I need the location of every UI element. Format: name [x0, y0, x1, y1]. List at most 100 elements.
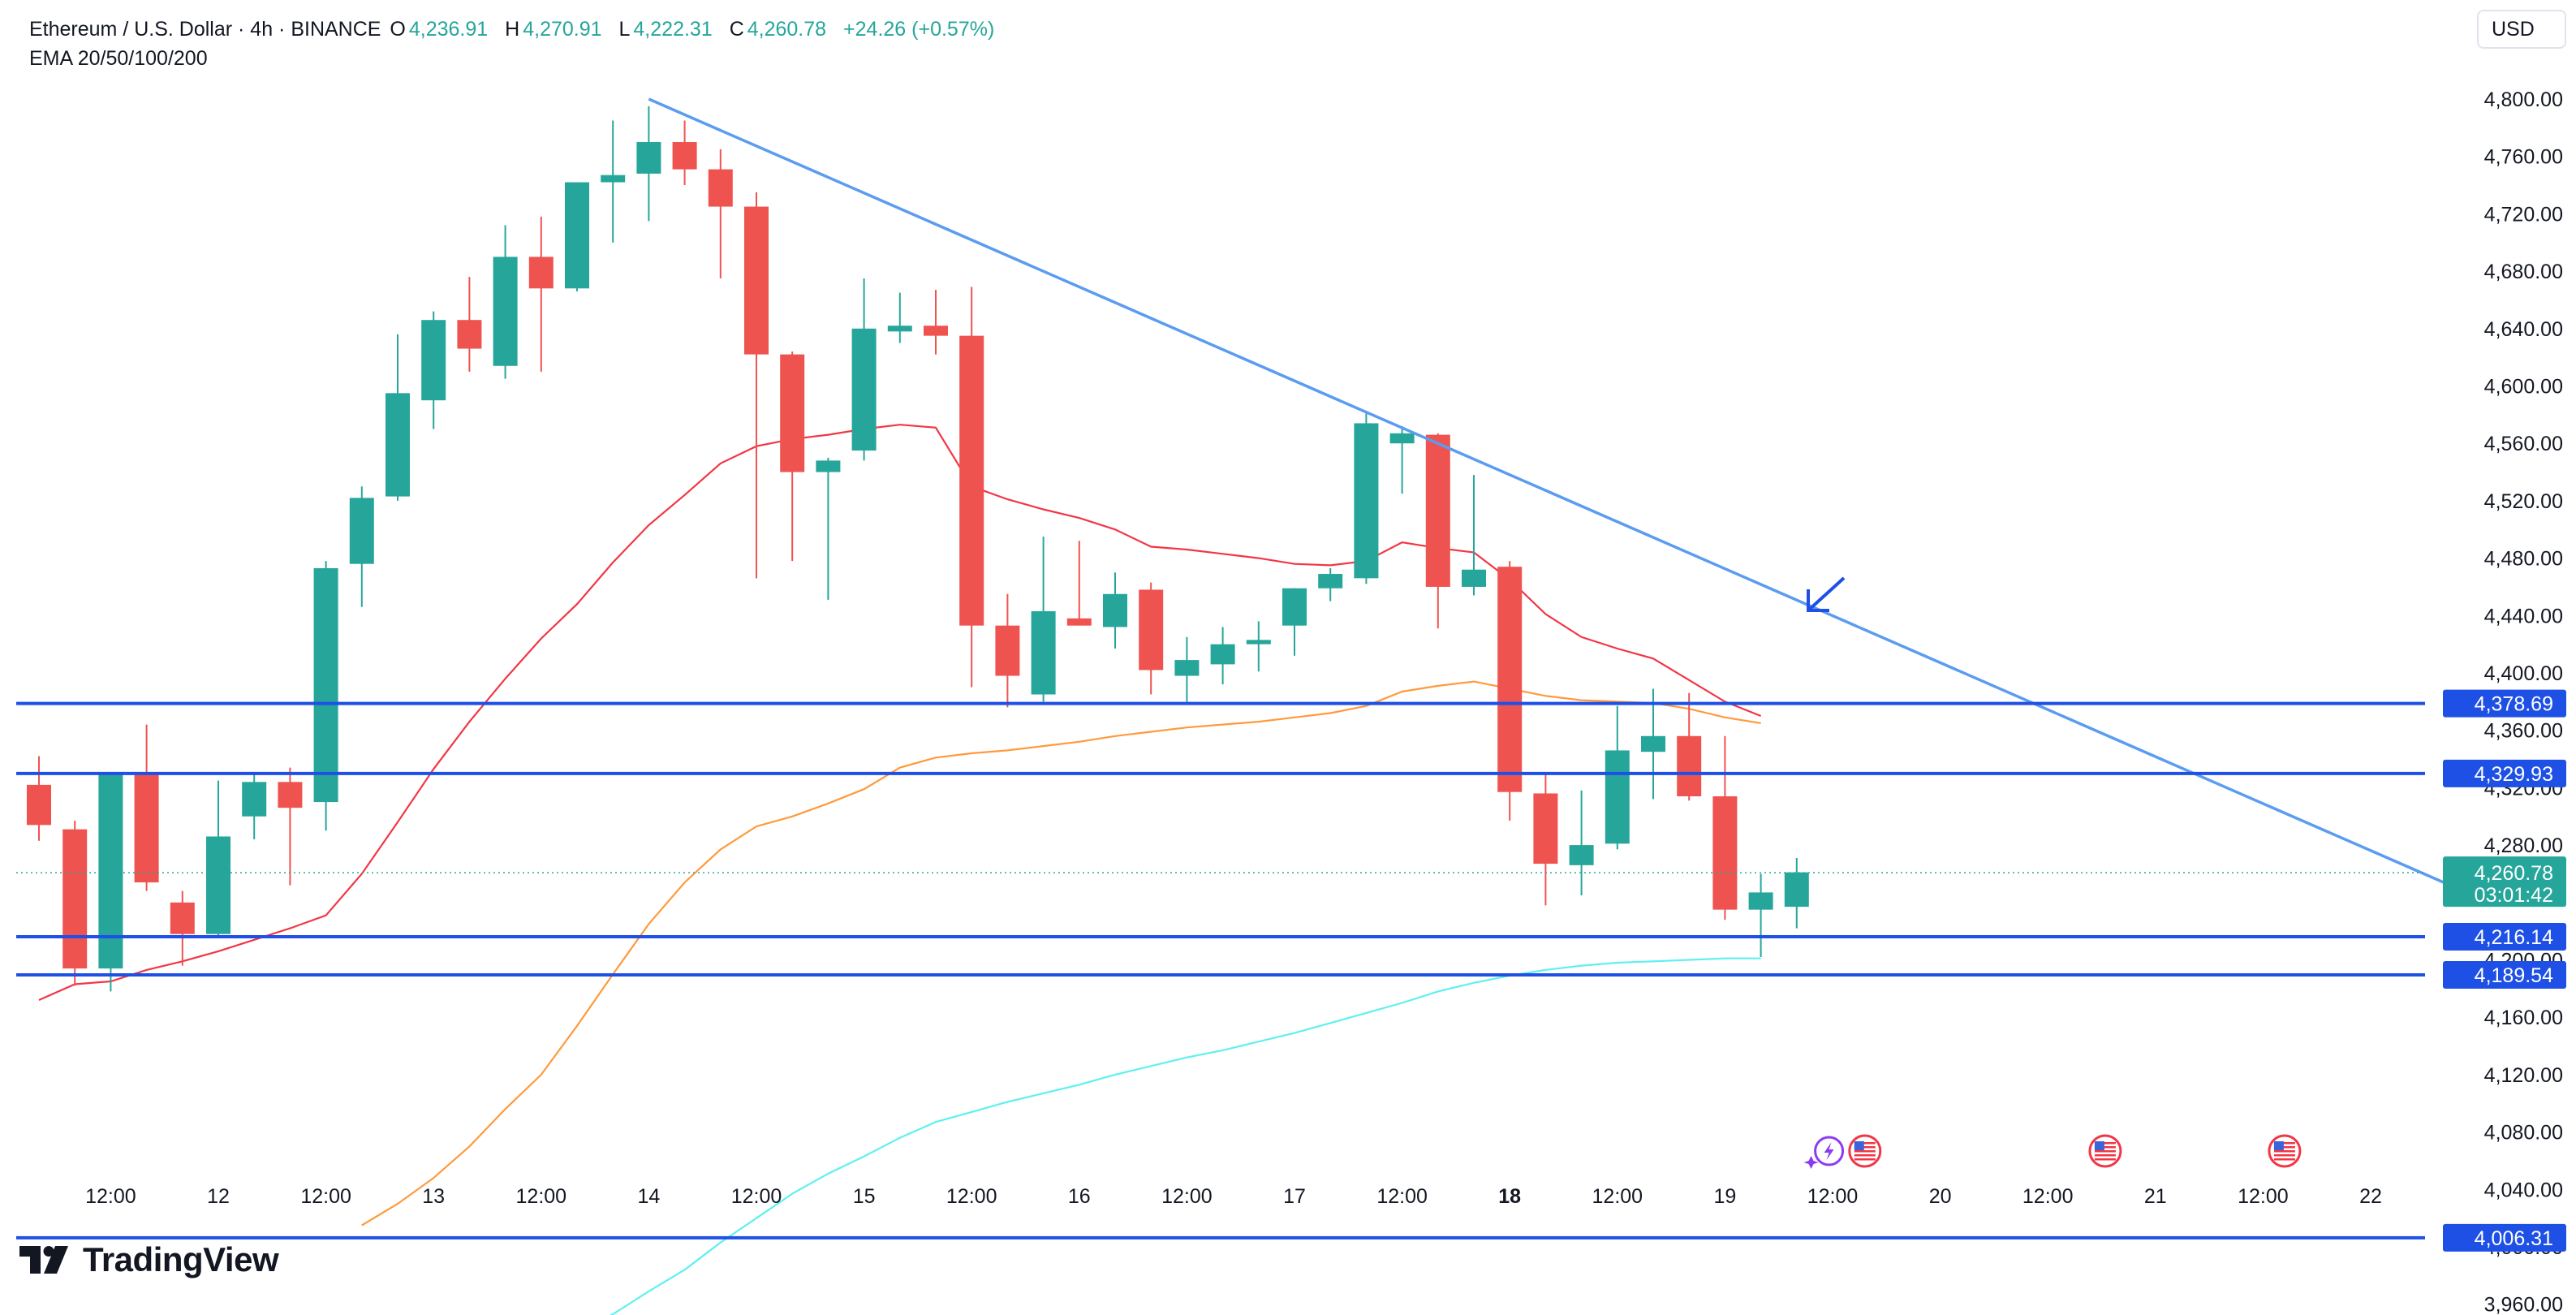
y-tick-label: 4,560.00 [2484, 433, 2563, 455]
candle-body [98, 773, 123, 969]
candle-body [313, 567, 338, 803]
candle-body [1569, 845, 1594, 865]
candle-body [386, 393, 410, 497]
y-tick-label: 4,040.00 [2484, 1179, 2563, 1201]
low-label: L [618, 18, 631, 41]
symbol-title[interactable]: Ethereum / U.S. Dollar · 4h · BINANCE [29, 18, 381, 41]
x-tick-label: 13 [422, 1185, 445, 1208]
annotation-arrow-shaft [1807, 576, 1846, 612]
x-tick-label: 12:00 [516, 1185, 567, 1208]
flag-canton [1854, 1141, 1864, 1150]
candle-body [528, 257, 554, 289]
level-price-label: 4,216.14 [2475, 926, 2553, 949]
flag-stripe [2273, 1142, 2295, 1145]
open-value: 4,236.91 [408, 18, 489, 41]
candle-body [601, 175, 626, 183]
candle-body [636, 142, 661, 174]
flag-stripe [2094, 1142, 2116, 1145]
candle-body [1103, 593, 1127, 627]
flag-stripe [1854, 1146, 1876, 1149]
trendline-layer[interactable] [648, 97, 2458, 890]
x-tick-label: 21 [2144, 1185, 2167, 1208]
flag-stripe [2094, 1158, 2116, 1161]
candle-body [672, 142, 697, 170]
annotation-arrow-head [1807, 589, 1829, 612]
lightning-icon [1824, 1142, 1834, 1160]
events-layer[interactable] [1803, 1134, 2302, 1169]
y-tick-label: 4,800.00 [2484, 88, 2563, 111]
candle-body [995, 625, 1020, 676]
y-tick-label: 4,520.00 [2484, 490, 2563, 513]
tradingview-logo[interactable]: TradingView [19, 1240, 279, 1279]
descending-trendline [648, 97, 2458, 890]
candle-body [349, 498, 374, 564]
x-tick-label: 12:00 [1592, 1185, 1643, 1208]
x-axis[interactable]: 12:00 12 12:00 13 12:00 14 12:00 15 12:00 16 12:00… [85, 1185, 2382, 1208]
level-price-label: 4,189.54 [2475, 964, 2553, 987]
logo-text: TradingView [83, 1240, 279, 1278]
high-value: 4,270.91 [523, 18, 602, 41]
x-tick-label: 12:00 [300, 1185, 351, 1208]
y-tick-label: 3,960.00 [2484, 1294, 2563, 1315]
flag-stripe [1854, 1158, 1876, 1161]
flag-stripe [2094, 1154, 2116, 1157]
flag-stripe [2094, 1146, 2116, 1149]
x-tick-label: 19 [1713, 1185, 1736, 1208]
indicator-title[interactable]: EMA 20/50/100/200 [29, 47, 208, 70]
close-label: C [729, 18, 744, 41]
x-tick-label: 20 [1929, 1185, 1952, 1208]
candle-body [1282, 588, 1307, 626]
candle-body [242, 782, 267, 817]
currency-selector[interactable]: USD [2477, 10, 2566, 49]
x-tick-label: 12:00 [731, 1185, 782, 1208]
candle-body [1533, 793, 1558, 864]
x-tick-label: 12:00 [1161, 1185, 1213, 1208]
ema50-line [361, 680, 1761, 1227]
candle-body [206, 836, 230, 934]
candle-body [780, 354, 805, 472]
candles-layer [27, 106, 1809, 992]
level-price-badge [2443, 1223, 2566, 1252]
level-price-badge [2443, 922, 2566, 951]
y-tick-label: 4,360.00 [2484, 720, 2563, 743]
x-tick-label: 12:00 [2022, 1185, 2074, 1208]
flag-stripe [1854, 1154, 1876, 1157]
candle-body [708, 169, 733, 207]
x-tick-label: 12:00 [946, 1185, 997, 1208]
candle-body [1462, 569, 1486, 587]
currency-label: USD [2492, 17, 2535, 41]
y-tick-label: 4,760.00 [2484, 146, 2563, 169]
y-tick-label: 4,400.00 [2484, 662, 2563, 685]
ema-layer [38, 424, 1762, 1315]
y-axis[interactable]: 4,800.00 4,760.00 4,720.00 4,680.00 4,640.00… [2443, 88, 2566, 1315]
levels-layer[interactable] [16, 701, 2425, 1240]
x-tick-label: 12 [207, 1185, 230, 1208]
candle-body [493, 257, 518, 366]
candle-body [1246, 640, 1271, 645]
candle-body [565, 182, 589, 289]
sparkle-icon [1803, 1156, 1819, 1169]
candle-body [1031, 610, 1056, 695]
candle-body [1641, 735, 1665, 752]
low-value: 4,222.31 [633, 18, 713, 41]
x-tick-label: 12:00 [1807, 1185, 1859, 1208]
y-tick-label: 4,080.00 [2484, 1122, 2563, 1145]
candle-body [27, 784, 51, 826]
flag-stripe [1854, 1150, 1876, 1153]
x-tick-label: 22 [2359, 1185, 2382, 1208]
flag-stripe [2273, 1150, 2295, 1153]
flag-canton [2273, 1141, 2284, 1150]
candle-body [1712, 796, 1738, 910]
y-tick-label: 4,480.00 [2484, 548, 2563, 571]
legend-row-indicator: EMA 20/50/100/200 [29, 44, 997, 73]
level-price-badge [2443, 759, 2566, 787]
candle-body [1748, 892, 1773, 910]
candle-body [278, 782, 303, 808]
x-tick-label: 18 [1498, 1185, 1521, 1208]
flag-stripe [2273, 1158, 2295, 1161]
y-tick-label: 4,280.00 [2484, 834, 2563, 857]
flag-canton [2094, 1141, 2104, 1150]
high-label: H [505, 18, 520, 41]
candle-body [1425, 434, 1450, 587]
